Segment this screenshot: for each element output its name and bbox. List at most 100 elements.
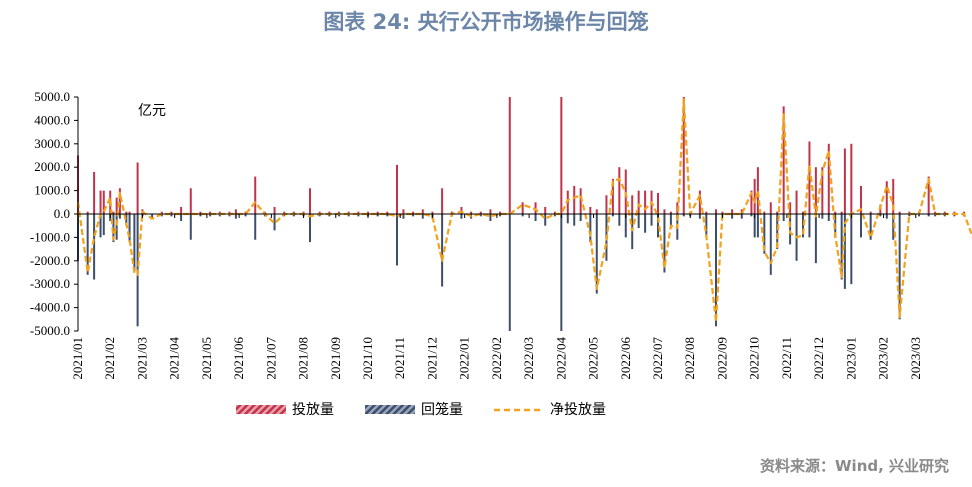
bar-put (125, 211, 128, 214)
bar-withdraw (309, 214, 311, 243)
bar-put (115, 197, 118, 214)
bar-put (624, 169, 627, 214)
x-tick-label: 2021/09 (328, 337, 343, 380)
x-tick-label: 2021/06 (231, 337, 246, 380)
bar-put (769, 202, 772, 214)
y-tick-label: 3000.0 (34, 136, 70, 151)
bar-withdraw (763, 214, 766, 254)
bar-withdraw (133, 214, 136, 273)
bar-withdraw (218, 214, 221, 217)
bar-withdraw (850, 214, 853, 285)
bar-put (112, 211, 115, 214)
bar-withdraw (663, 214, 666, 273)
bar-withdraw (396, 214, 398, 266)
bar-put (441, 188, 444, 214)
bar-withdraw (579, 214, 582, 222)
bar-withdraw (802, 214, 804, 238)
bar-put (589, 206, 592, 214)
legend-label-put: 投放量 (292, 402, 334, 418)
bar-put (795, 190, 798, 214)
legend-swatch-withdraw (365, 405, 415, 414)
bar-withdraw (125, 214, 128, 226)
legend: 投放量 回笼量 净投放量 (236, 401, 606, 418)
x-tick-label: 2022/03 (521, 337, 536, 380)
bar-put (273, 206, 276, 214)
bar-put (431, 211, 434, 214)
bar-put (386, 211, 389, 214)
bar-withdraw (209, 214, 212, 217)
bar-withdraw (705, 214, 708, 238)
net-line (76, 98, 972, 323)
bar-withdraw (682, 214, 685, 217)
bar-put (821, 167, 824, 214)
bar-put (934, 211, 937, 214)
bar-withdraw (879, 214, 882, 217)
bar-put (396, 164, 398, 214)
bar-put (611, 178, 614, 214)
bar-put (318, 211, 321, 214)
bar-put (402, 209, 405, 214)
x-tick-label: 2021/02 (102, 337, 117, 380)
bar-put (669, 211, 672, 214)
bar-put (618, 167, 621, 214)
bar-withdraw (118, 214, 121, 219)
bar-put (885, 181, 888, 214)
bar-withdraw (840, 214, 843, 280)
x-tick-label: 2023/02 (876, 337, 891, 380)
y-tick-label: -5000.0 (30, 323, 70, 338)
bar-withdraw (918, 214, 920, 217)
y-tick-label: 4000.0 (34, 112, 70, 127)
bar-withdraw (86, 214, 89, 275)
x-tick-label: 2021/07 (263, 337, 278, 380)
bar-put (412, 211, 415, 214)
x-tick-label: 2022/11 (779, 337, 794, 379)
y-tick-label: -4000.0 (30, 300, 70, 315)
bar-withdraw (789, 214, 792, 245)
bar-put (721, 211, 724, 214)
bar-withdraw (769, 214, 772, 275)
bar-withdraw (595, 214, 598, 294)
bar-put (963, 211, 966, 214)
bar-withdraw (934, 214, 937, 217)
bar-put (357, 211, 360, 214)
bar-withdraw (412, 214, 415, 217)
bar-withdraw (115, 214, 118, 240)
bar-withdraw (814, 214, 817, 264)
bar-put (789, 202, 792, 214)
bar-put (776, 211, 779, 214)
y-tick-label: 5000.0 (34, 89, 70, 104)
bar-put (860, 185, 862, 214)
bar-put (869, 211, 872, 214)
bar-put (460, 206, 463, 214)
x-tick-label: 2022/09 (714, 337, 729, 380)
bar-put (892, 178, 895, 214)
bar-put (309, 188, 311, 214)
bar-withdraw (776, 214, 779, 250)
bar-put (605, 195, 608, 214)
bar-withdraw (421, 214, 424, 219)
x-tick-label: 2022/06 (618, 337, 633, 380)
bar-withdraw (99, 214, 102, 238)
bar-withdraw (560, 214, 563, 331)
bar-put (731, 209, 734, 214)
legend-label-withdraw: 回笼量 (421, 401, 463, 418)
bar-withdraw (808, 214, 811, 238)
bar-withdraw (698, 214, 701, 219)
bar-withdraw (827, 214, 830, 222)
bar-put (756, 167, 759, 214)
bar-put (376, 211, 379, 214)
bar-withdraw (180, 214, 183, 222)
bar-withdraw (618, 214, 621, 226)
legend-swatch-put (236, 405, 286, 414)
bar-put (840, 211, 843, 214)
x-tick-label: 2023/03 (908, 337, 923, 380)
bar-withdraw (624, 214, 627, 238)
bar-put (367, 211, 369, 214)
bar-withdraw (566, 214, 569, 224)
bar-withdraw (292, 214, 295, 217)
bar-withdraw (441, 214, 444, 287)
bar-put (170, 211, 173, 214)
unit-label: 亿元 (138, 103, 166, 119)
bar-put (180, 206, 183, 214)
bar-put (508, 97, 511, 214)
